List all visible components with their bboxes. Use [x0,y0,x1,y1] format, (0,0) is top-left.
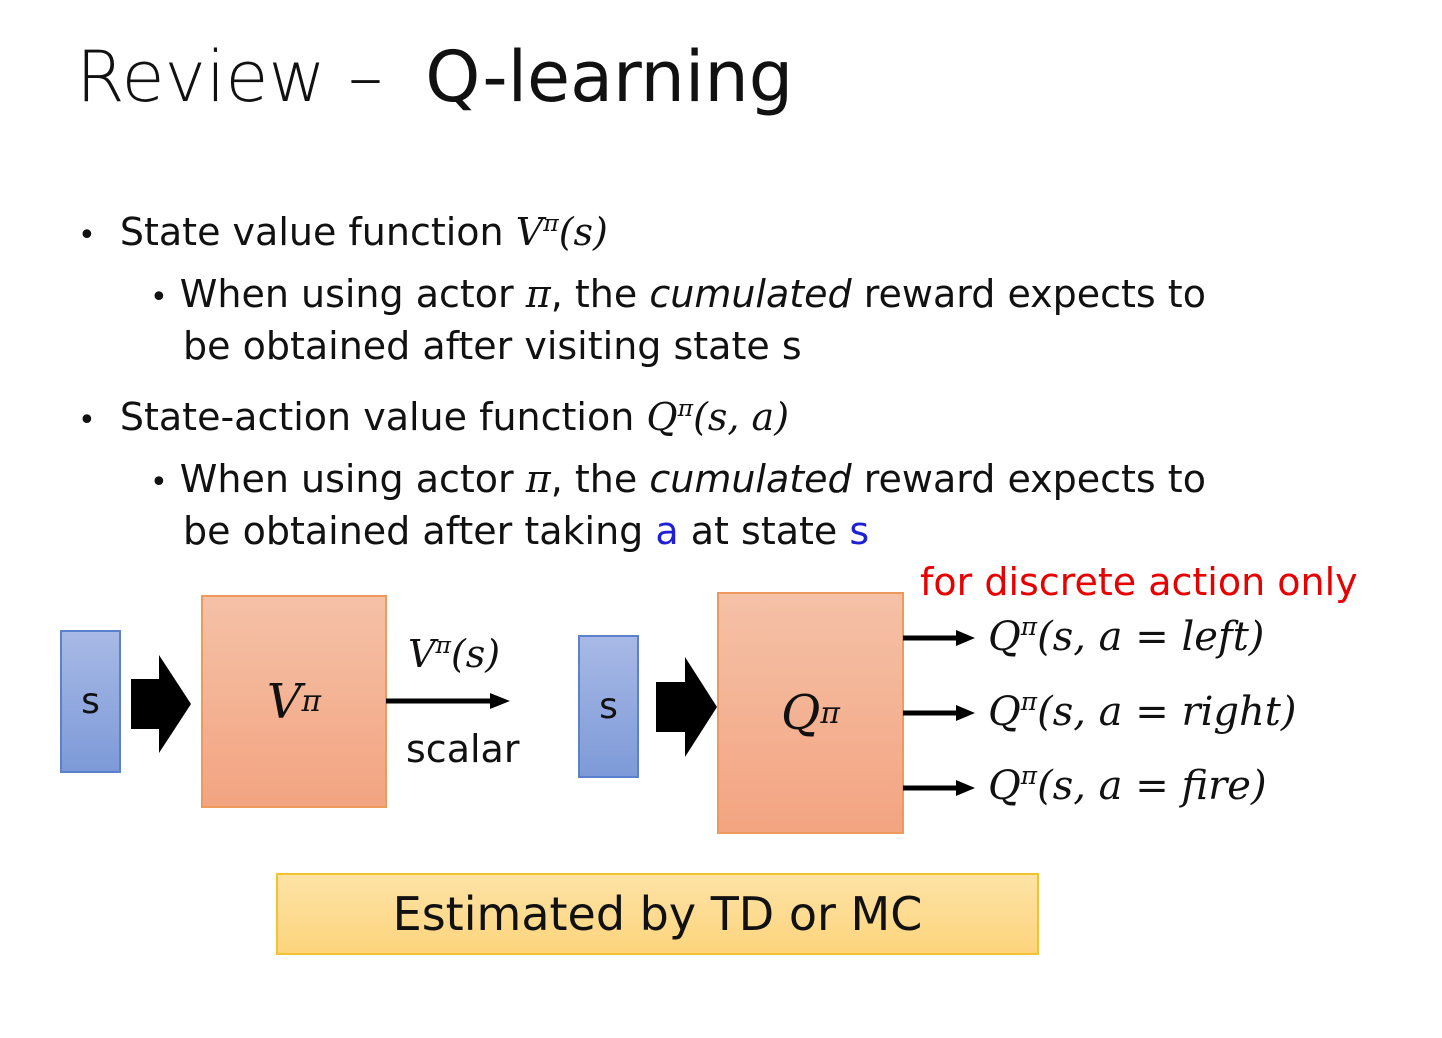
sub-bullet-1-line2: be obtained after visiting state s [183,324,802,368]
q-output-left: Qπ(s, a = left) [988,612,1265,660]
bullet-state-value: • State value function Vπ(s) [78,209,608,255]
arrow-right-icon [386,693,510,709]
arrow-right-icon [903,780,975,796]
q-output-fire: Qπ(s, a = fire) [988,761,1267,809]
math-symbol: V [515,210,544,255]
sup: π [1020,612,1038,641]
highlight-s: s [849,509,870,553]
scalar-label: scalar [406,727,520,771]
box-sup: π [301,684,322,719]
args: (s, a = fire) [1037,762,1267,809]
emphasis: cumulated [649,457,852,501]
text: reward expects to [851,272,1206,316]
sub-bullet-2: • When using actor π, the cumulated rewa… [150,457,1206,501]
highlight-a: a [655,509,679,553]
math-sup: π [543,209,559,237]
text: When using actor [179,457,526,501]
footer-box: Estimated by TD or MC [276,873,1039,955]
arrow-right-icon [903,705,975,721]
sub-bullet-1: • When using actor π, the cumulated rewa… [150,272,1206,316]
text: When using actor [179,272,526,316]
bullet-state-action-value: • State-action value function Qπ(s, a) [78,394,790,440]
v-input-box: s [60,630,121,773]
args: (s, a = right) [1037,688,1297,735]
pi: π [525,272,551,316]
math-symbol: Q [646,395,678,440]
bullet-text: State-action value function [119,395,635,440]
q-output-right: Qπ(s, a = right) [988,687,1297,735]
discrete-note: for discrete action only [920,560,1358,604]
args: (s) [450,632,501,677]
title-prefix: Review – [76,36,384,118]
text: at state [678,509,850,553]
math: Q [988,688,1021,735]
text: , the [550,457,650,501]
bullet-text: State value function [119,210,504,255]
sup: π [1020,761,1038,790]
math: V [408,632,436,677]
q-input-box: s [578,635,639,778]
box-symbol: Q [781,685,821,741]
footer-text: Estimated by TD or MC [392,887,923,941]
box-symbol: V [266,673,302,730]
pi: π [525,457,551,501]
math: Q [988,762,1021,809]
math-args: (s, a) [693,395,790,440]
sub-bullet-2-line2: be obtained after taking a at state s [183,512,869,550]
slide-title: Review – Q-learning [76,36,793,118]
title-main: Q-learning [425,36,794,118]
arrow-right-icon [903,630,975,646]
text: reward expects to [851,457,1206,501]
v-output-label: Vπ(s) [408,631,501,677]
sup: π [1020,687,1038,716]
input-label: s [81,681,100,722]
math-args: (s) [558,210,608,255]
math: Q [988,613,1021,660]
text: , the [550,272,650,316]
text: be obtained after taking [183,509,656,553]
input-label: s [599,686,618,727]
emphasis: cumulated [649,272,852,316]
sup: π [435,631,451,659]
big-arrow-icon [131,655,191,753]
math-sup: π [677,394,694,422]
args: (s, a = left) [1037,613,1265,660]
big-arrow-icon [656,657,717,757]
box-sup: π [820,695,840,731]
